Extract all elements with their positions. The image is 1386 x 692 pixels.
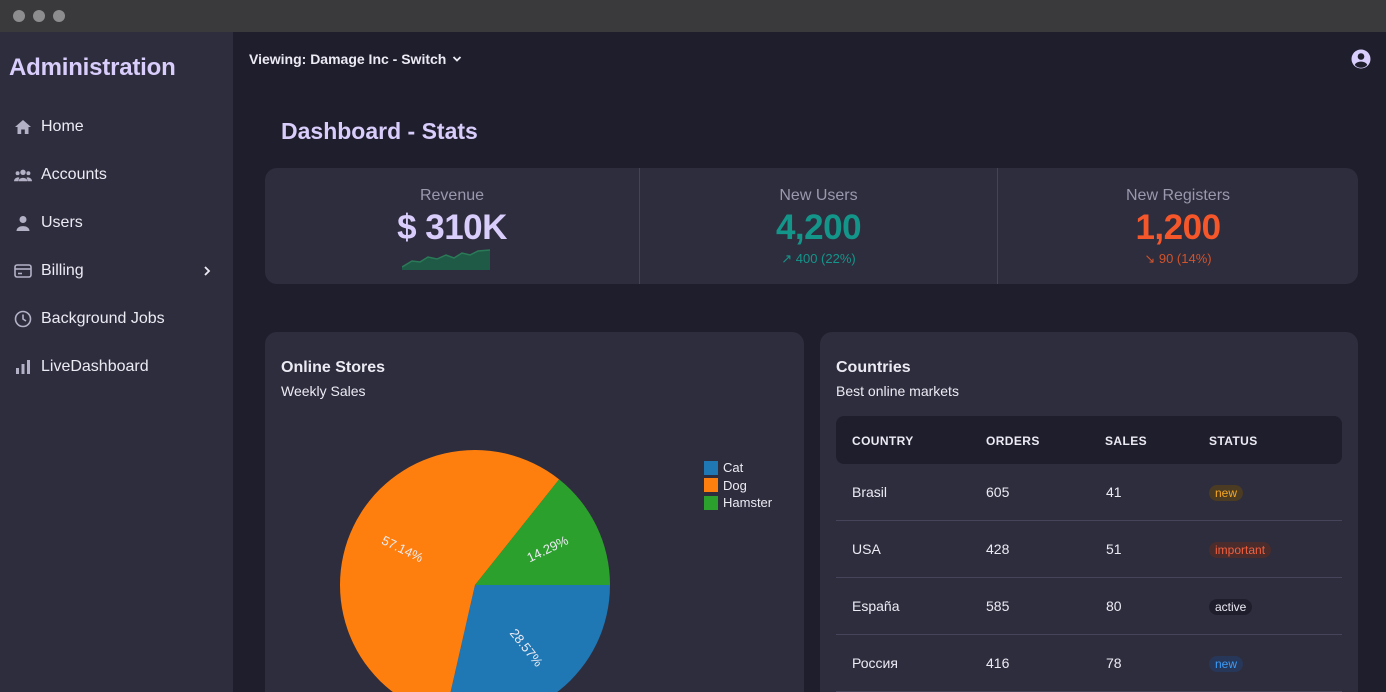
table-row[interactable]: Brasil 605 41 new [836, 464, 1342, 521]
cell-country: Brasil [852, 484, 888, 500]
page-title: Dashboard - Stats [281, 118, 478, 144]
cell-sales: 41 [1106, 484, 1122, 500]
sidebar-item-label: Billing [41, 262, 84, 279]
bar-chart-icon [14, 358, 32, 376]
status-badge: new [1209, 656, 1244, 672]
legend-label: Dog [723, 477, 747, 493]
cell-country: Россия [852, 655, 898, 671]
cell-orders: 585 [986, 598, 1010, 614]
legend-label: Cat [723, 460, 744, 476]
cell-orders: 605 [986, 484, 1010, 500]
countries-card [820, 332, 1358, 692]
stat-value: 1,200 [1135, 208, 1221, 247]
brand-title: Administration [9, 54, 176, 81]
sidebar-item-label: Users [41, 214, 83, 231]
legend-swatch [704, 495, 718, 510]
home-icon [14, 118, 32, 136]
table-row[interactable]: España 585 80 active [836, 578, 1342, 635]
online-stores-title: Online Stores [281, 359, 386, 376]
sidebar-item-label: Background Jobs [41, 310, 165, 327]
cell-sales: 51 [1106, 541, 1122, 557]
sidebar-item-users[interactable]: Users [0, 203, 233, 243]
legend-item-dog: Dog [704, 477, 772, 495]
pie-slice-dog [340, 450, 560, 692]
table-header: COUNTRY ORDERS SALES STATUS [836, 416, 1342, 464]
status-badge: new [1209, 485, 1244, 501]
stat-label: New Users [779, 187, 858, 204]
stat-revenue: Revenue $ 310K [265, 168, 639, 284]
sidebar-item-label: Accounts [41, 166, 107, 183]
account-switch-button[interactable]: Viewing: Damage Inc - Switch [249, 51, 462, 67]
legend-swatch [704, 478, 718, 493]
cell-orders: 416 [986, 655, 1010, 671]
clock-icon [14, 310, 32, 328]
window-minimize-button[interactable] [33, 10, 45, 22]
window-close-button[interactable] [13, 10, 25, 22]
pie-slice-cat [450, 585, 610, 692]
status-badge: important [1209, 542, 1272, 558]
legend-item-cat: Cat [704, 459, 772, 477]
chevron-down-icon [453, 56, 462, 62]
status-badge: active [1209, 599, 1253, 615]
legend-label: Hamster [723, 495, 773, 511]
column-header-status[interactable]: STATUS [1209, 434, 1258, 448]
stat-new-registers: New Registers 1,200 ↘ 90 (14%) [997, 168, 1358, 284]
legend-swatch [704, 460, 718, 475]
pie-slice-hamster [475, 479, 610, 585]
legend-item-hamster: Hamster [704, 494, 772, 512]
account-switch-label: Viewing: Damage Inc - Switch [249, 51, 447, 67]
sidebar-item-accounts[interactable]: Accounts [0, 155, 233, 195]
user-circle-icon[interactable] [1351, 49, 1371, 69]
column-header-orders[interactable]: ORDERS [986, 434, 1040, 448]
cell-orders: 428 [986, 541, 1010, 557]
stat-value: 4,200 [775, 208, 862, 247]
chevron-right-icon [203, 264, 211, 282]
table-row[interactable]: USA 428 51 important [836, 521, 1342, 578]
stat-label: Revenue [419, 187, 485, 204]
user-icon [14, 214, 32, 232]
table-row[interactable]: Россия 416 78 new [836, 635, 1342, 692]
column-header-country[interactable]: COUNTRY [852, 434, 914, 448]
window-zoom-button[interactable] [53, 10, 65, 22]
sidebar-item-background-jobs[interactable]: Background Jobs [0, 299, 233, 339]
sidebar: Administration Home Accounts Users Billi… [0, 32, 233, 692]
stat-new-users: New Users 4,200 ↗ 400 (22%) [639, 168, 997, 284]
window-titlebar [0, 0, 1386, 32]
revenue-sparkline [402, 249, 490, 270]
online-stores-subtitle: Weekly Sales [281, 383, 366, 399]
sidebar-item-label: LiveDashboard [41, 358, 149, 375]
column-header-sales[interactable]: SALES [1105, 434, 1148, 448]
countries-title: Countries [836, 359, 911, 376]
stat-delta: ↗ 400 (22%) [781, 251, 856, 266]
sidebar-item-home[interactable]: Home [0, 107, 233, 147]
cell-country: España [852, 598, 900, 614]
stats-panel: Revenue $ 310K New Users 4,200 ↗ 400 (22… [265, 168, 1358, 284]
sidebar-item-billing[interactable]: Billing [0, 251, 233, 291]
stat-delta: ↘ 90 (14%) [1144, 251, 1212, 266]
countries-subtitle: Best online markets [836, 383, 959, 399]
cell-country: USA [852, 541, 881, 557]
users-group-icon [14, 166, 32, 184]
cell-sales: 80 [1106, 598, 1122, 614]
cell-sales: 78 [1106, 655, 1122, 671]
chart-legend: Cat Dog Hamster [704, 459, 772, 512]
stat-label: New Registers [1125, 187, 1231, 204]
pie-chart: 28.57%57.14% 14.29% [340, 450, 610, 692]
credit-card-icon [14, 262, 32, 280]
stat-value: $ 310K [397, 208, 507, 247]
sidebar-item-label: Home [41, 118, 84, 135]
sidebar-item-livedashboard[interactable]: LiveDashboard [0, 347, 233, 387]
